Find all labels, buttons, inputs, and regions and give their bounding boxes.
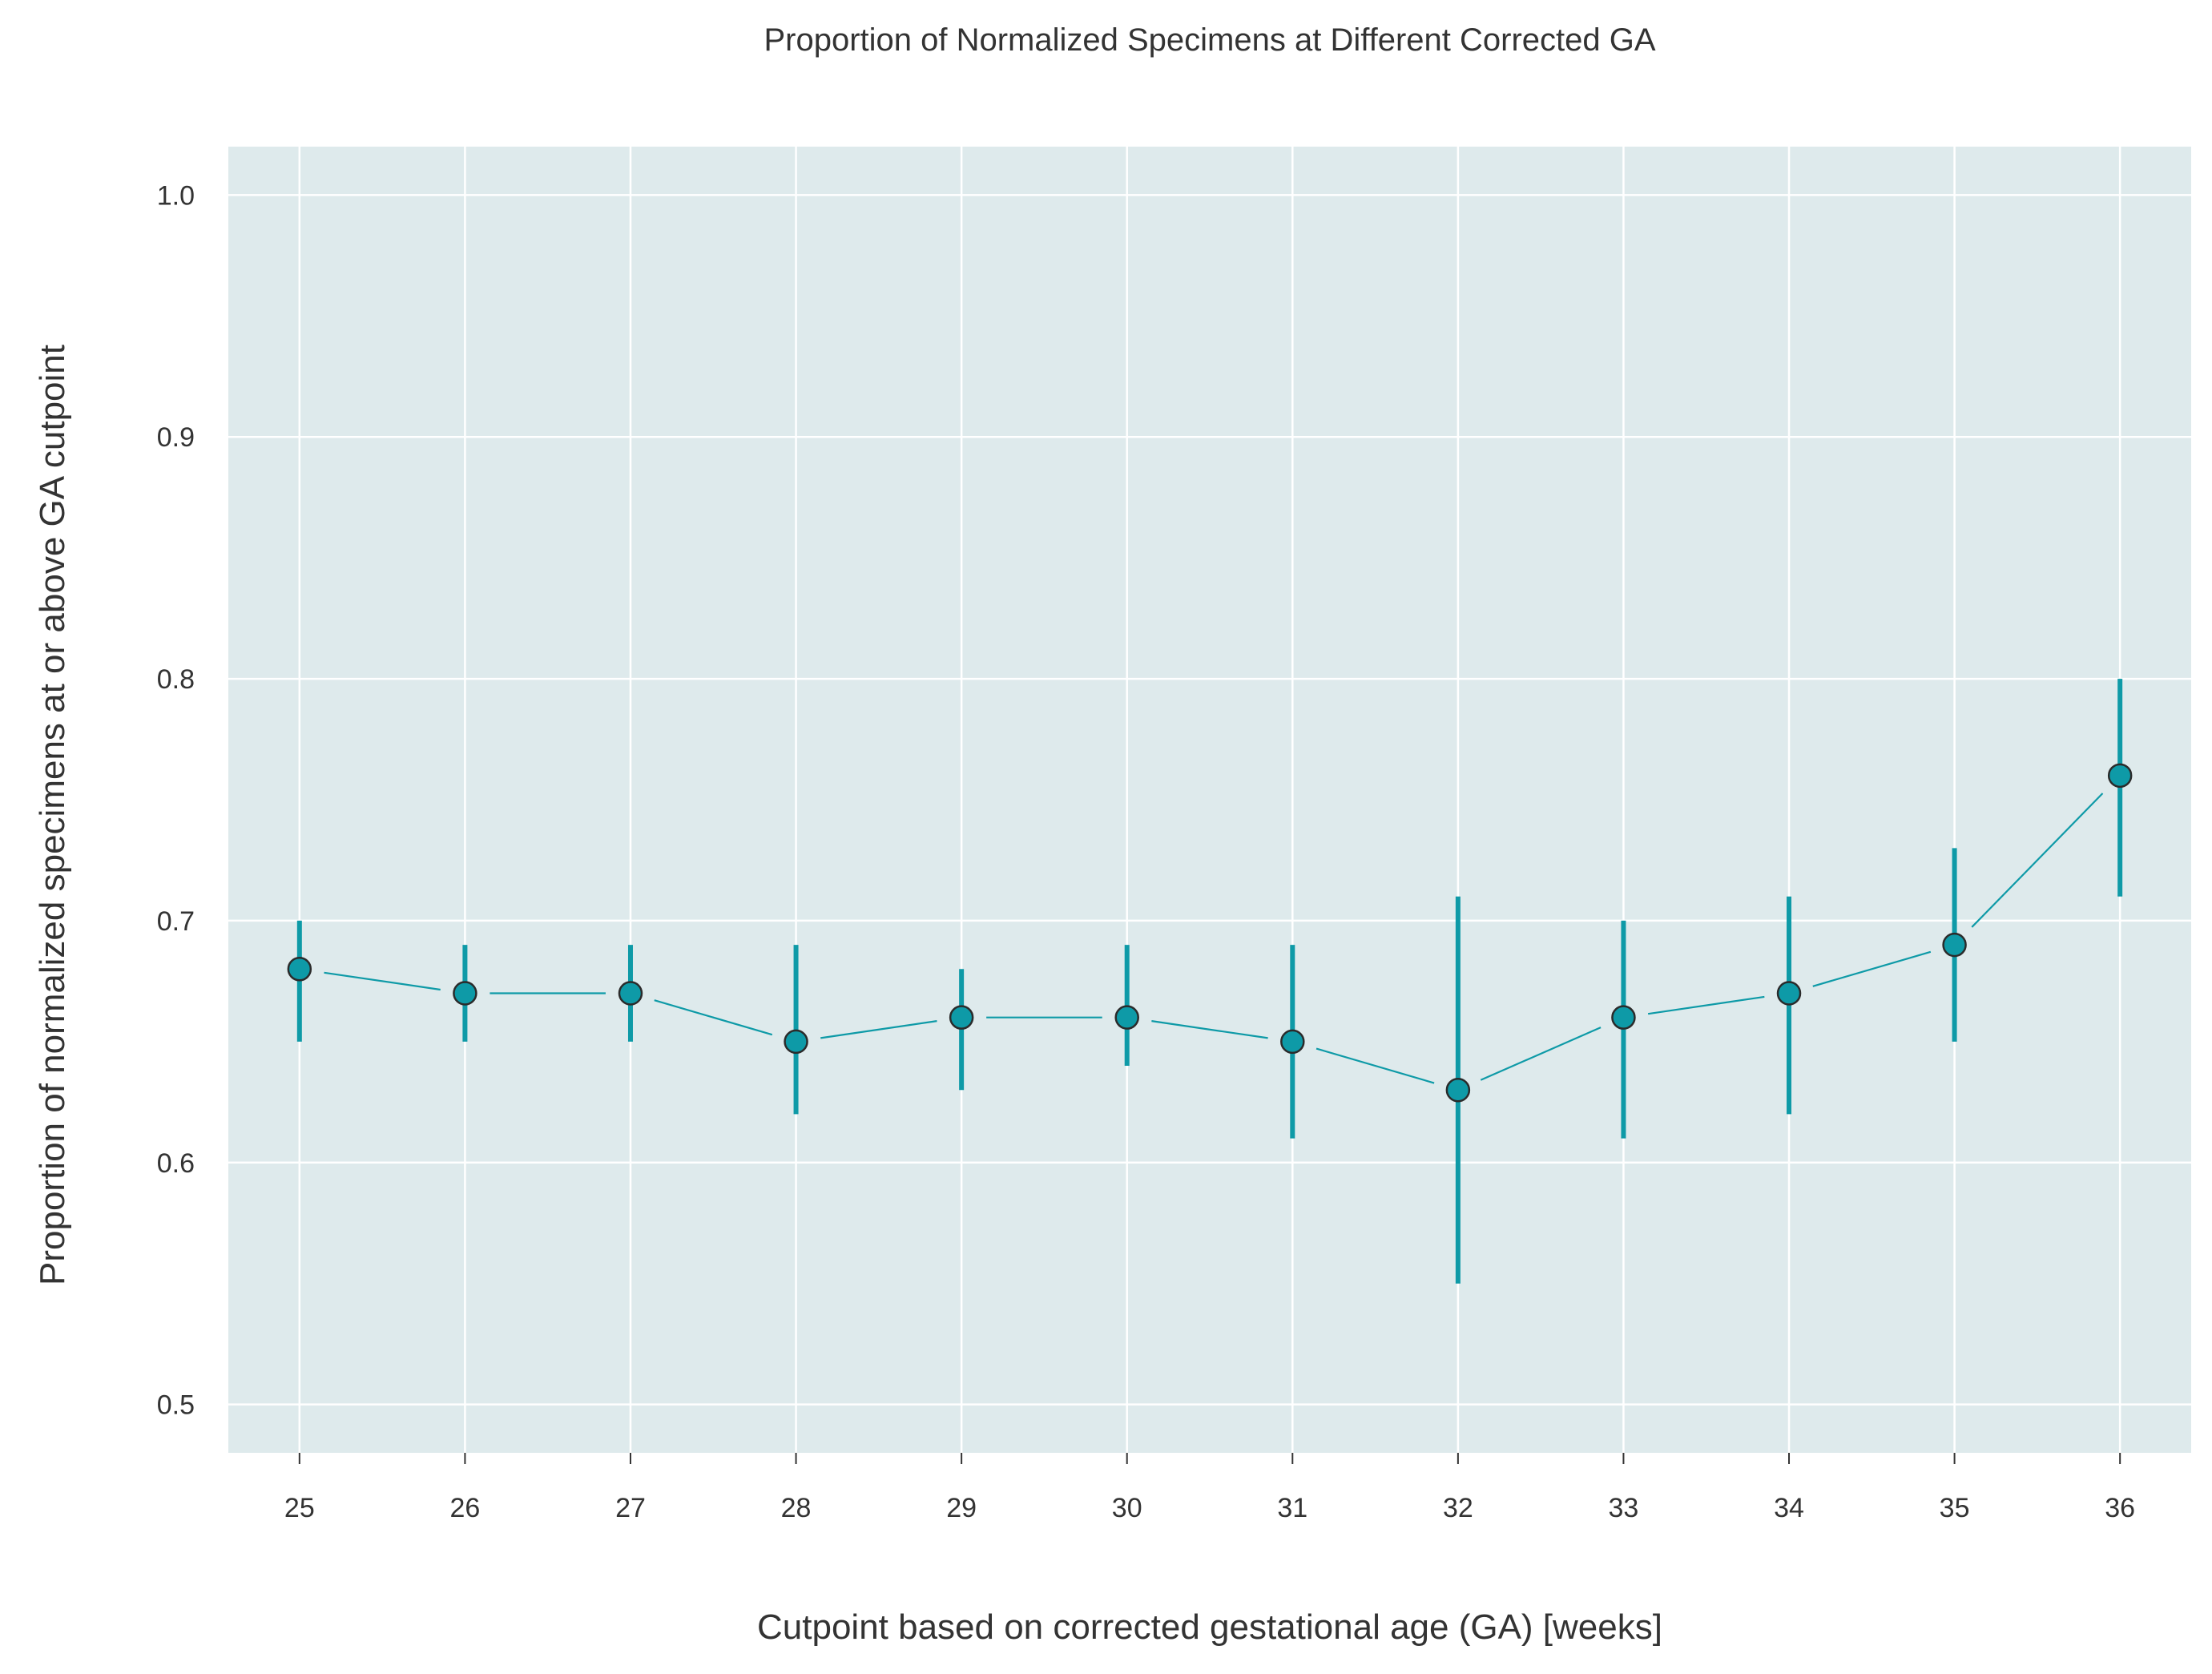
data-point [949,1005,974,1030]
y-axis-label: Proportion of normalized specimens at or… [33,345,72,1285]
data-point [784,1029,808,1055]
chart-title: Proportion of Normalized Specimens at Di… [764,22,1655,58]
x-tick-label: 27 [615,1493,646,1523]
data-point [618,981,643,1006]
series-line-segment [820,1020,937,1039]
x-tick-label: 34 [1774,1493,1804,1523]
data-point [1114,1005,1139,1030]
y-tick-label: 0.8 [157,664,195,695]
x-tick-label: 35 [1940,1493,1970,1523]
y-tick-label: 0.9 [157,422,195,453]
x-tick-label: 25 [284,1493,315,1523]
x-tick-label: 29 [946,1493,977,1523]
x-tick-label: 31 [1277,1493,1307,1523]
series-line-segment [1151,1020,1268,1039]
y-tick-label: 1.0 [157,180,195,211]
series-proportion [287,679,2133,1284]
data-point [1611,1005,1636,1030]
x-tick-label: 26 [449,1493,480,1523]
data-point [1776,981,1802,1006]
series-line-segment [1971,793,2104,928]
axis-ticks: 0.5 0.6 0.7 0.8 0.9 1.0 25 26 27 28 29 30 31 32 33 34 35… [157,180,2135,1523]
data-point [287,957,312,982]
x-tick-label: 36 [2105,1493,2135,1523]
data-point [453,981,477,1006]
y-tick-label: 0.7 [157,906,195,937]
y-tick-label: 0.5 [157,1390,195,1421]
series-line-segment [654,999,773,1036]
x-tick-label: 32 [1443,1493,1473,1523]
data-point [1445,1077,1471,1103]
data-point [1280,1029,1305,1055]
series-line-segment [1647,995,1765,1015]
series-line-segment [1316,1047,1435,1084]
data-point [2107,763,2133,789]
plot-area [228,147,2191,1453]
series-line-segment [324,971,441,991]
y-tick-label: 0.6 [157,1148,195,1179]
x-axis-label: Cutpoint based on corrected gestational … [757,1607,1662,1647]
series-line-segment [1480,1027,1602,1081]
x-tick-label: 30 [1112,1493,1142,1523]
data-point [1942,932,1967,958]
x-tick-label: 33 [1609,1493,1639,1523]
series-line-segment [1812,950,1932,987]
x-tick-label: 28 [781,1493,812,1523]
